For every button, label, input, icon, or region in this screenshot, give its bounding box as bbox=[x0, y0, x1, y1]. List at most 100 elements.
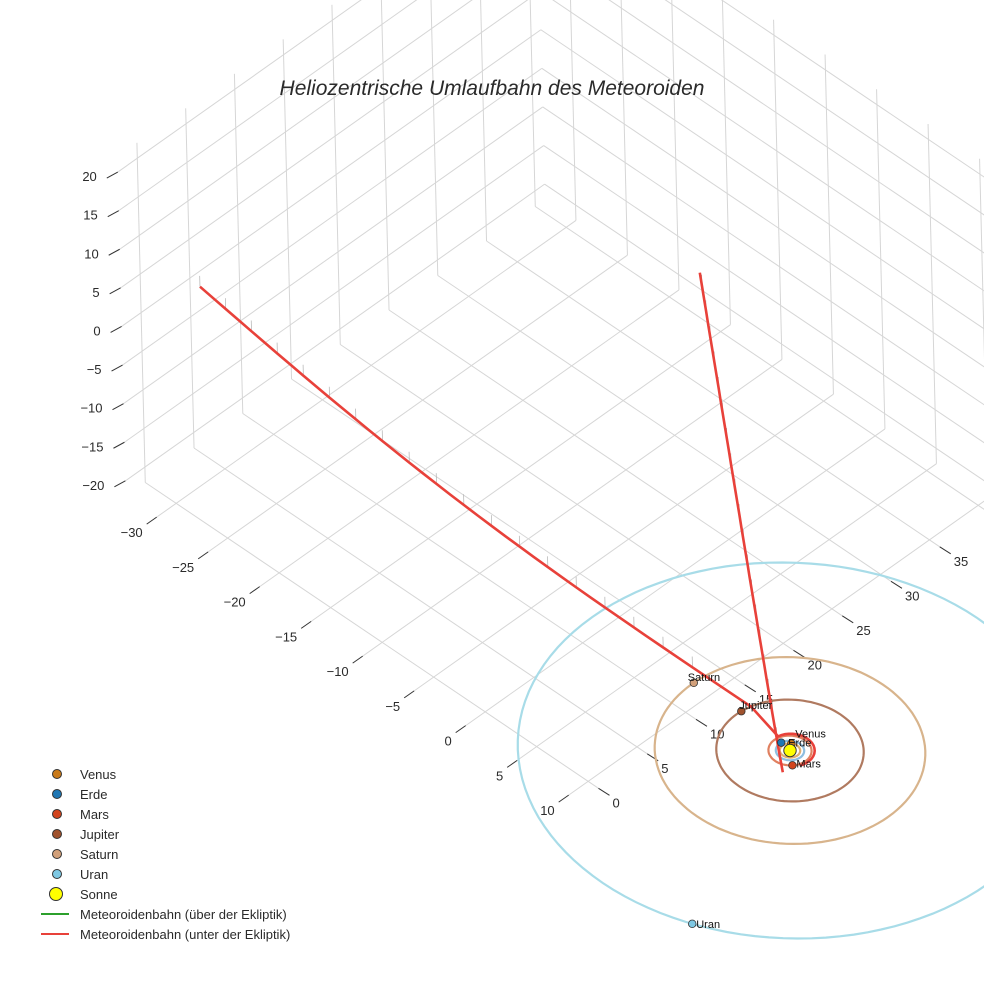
tick-mark bbox=[114, 480, 126, 488]
legend-item[interactable]: Meteoroidenbahn (über der Ekliptik) bbox=[38, 904, 290, 924]
tick-mark bbox=[793, 649, 805, 658]
legend-label: Erde bbox=[80, 786, 108, 802]
legend-item[interactable]: Sonne bbox=[38, 884, 290, 904]
legend-item[interactable]: Venus bbox=[38, 764, 290, 784]
legend-dot-swatch bbox=[49, 887, 63, 901]
legend-item[interactable]: Jupiter bbox=[38, 824, 290, 844]
z-tick-label: 20 bbox=[82, 169, 96, 184]
z-tick-label: 15 bbox=[83, 208, 97, 223]
legend-item[interactable]: Erde bbox=[38, 784, 290, 804]
z-tick-label: 0 bbox=[93, 323, 100, 338]
grid-line bbox=[541, 67, 984, 368]
legend-item[interactable]: Saturn bbox=[38, 844, 290, 864]
planet-label-mars: Mars bbox=[796, 758, 821, 770]
z-tick-label: 10 bbox=[84, 246, 98, 261]
grid-line bbox=[671, 0, 680, 290]
grid-line bbox=[124, 145, 544, 443]
grid-panes bbox=[117, 0, 984, 796]
z-tick-label: 5 bbox=[92, 285, 99, 300]
grid-line bbox=[620, 0, 628, 256]
grid-line bbox=[123, 106, 544, 405]
grid-line bbox=[542, 106, 984, 406]
grid-line bbox=[413, 393, 834, 692]
y-tick-label: 35 bbox=[954, 554, 968, 569]
legend-label: Meteoroidenbahn (unter der Ekliptik) bbox=[80, 926, 291, 942]
grid-line bbox=[340, 344, 794, 651]
legend-dot-swatch bbox=[52, 809, 62, 819]
tick-mark bbox=[352, 655, 363, 664]
tick-mark bbox=[109, 287, 121, 295]
planet-erde bbox=[776, 738, 786, 747]
tick-mark bbox=[112, 403, 124, 411]
grid-line bbox=[291, 378, 746, 686]
grid-line bbox=[242, 413, 697, 720]
tick-mark bbox=[197, 551, 209, 560]
grid-line bbox=[608, 0, 984, 254]
legend-line-swatch bbox=[41, 933, 69, 935]
tick-mark bbox=[106, 171, 119, 179]
legend-symbol bbox=[38, 904, 74, 924]
tick-mark bbox=[249, 586, 260, 595]
tick-mark bbox=[558, 794, 569, 803]
grid-line bbox=[543, 145, 984, 444]
z-tick-label: −20 bbox=[82, 478, 104, 493]
grid-line bbox=[117, 0, 362, 173]
z-tick-label: −15 bbox=[81, 439, 103, 454]
legend-symbol bbox=[38, 764, 74, 784]
grid-line bbox=[193, 447, 648, 755]
grid-line bbox=[207, 254, 628, 553]
grid-line bbox=[568, 500, 984, 796]
grid-line bbox=[529, 0, 536, 207]
x-tick-label: 10 bbox=[540, 803, 554, 818]
legend-item[interactable]: Uran bbox=[38, 864, 290, 884]
x-tick-label: −5 bbox=[385, 699, 400, 714]
meteoroid-trajectory bbox=[199, 272, 817, 773]
legend-label: Mars bbox=[80, 806, 109, 822]
tick-mark bbox=[111, 364, 123, 372]
grid-line bbox=[721, 0, 731, 325]
legend-dot-swatch bbox=[52, 869, 62, 879]
grid-line bbox=[516, 463, 937, 761]
tick-mark bbox=[598, 787, 610, 796]
legend-dot-swatch bbox=[52, 849, 62, 859]
grid-line bbox=[145, 482, 599, 789]
tick-mark bbox=[744, 684, 756, 693]
tick-mark bbox=[300, 620, 312, 629]
chart-title: Heliozentrische Umlaufbahn des Meteoroid… bbox=[280, 77, 705, 100]
planet-label-saturn: Saturn bbox=[688, 672, 720, 684]
tick-mark bbox=[146, 516, 157, 525]
grid-line bbox=[664, 0, 984, 216]
legend-symbol bbox=[38, 884, 74, 904]
legend-item[interactable]: Meteoroidenbahn (unter der Ekliptik) bbox=[38, 924, 290, 944]
legend-line-swatch bbox=[41, 913, 69, 915]
meteoroid-path-inbound bbox=[199, 285, 817, 767]
legend-item[interactable]: Mars bbox=[38, 804, 290, 824]
x-tick-label: 5 bbox=[496, 768, 503, 783]
orbit-mars bbox=[767, 734, 813, 767]
planet-jupiter bbox=[737, 707, 746, 716]
tick-mark bbox=[403, 690, 415, 699]
grid-line bbox=[552, 0, 984, 292]
grid-line bbox=[570, 0, 577, 221]
legend-symbol bbox=[38, 824, 74, 844]
grid-line bbox=[388, 309, 843, 617]
grid-line bbox=[118, 0, 418, 212]
grid-line bbox=[310, 324, 731, 622]
legend-dot-swatch bbox=[52, 789, 62, 799]
legend-symbol bbox=[38, 844, 74, 864]
planet-label-uran: Uran bbox=[696, 919, 720, 931]
y-tick-label: 5 bbox=[661, 761, 668, 776]
grid-line bbox=[535, 206, 984, 510]
grid-line bbox=[121, 29, 542, 327]
grid-line bbox=[259, 289, 680, 588]
grid-line bbox=[544, 183, 984, 482]
legend: Venus Erde Mars Jupiter Saturn Uran Sonne Meteo… bbox=[38, 764, 290, 944]
y-tick-label: 25 bbox=[856, 623, 870, 638]
x-tick-label: −25 bbox=[172, 560, 194, 575]
legend-label: Venus bbox=[80, 766, 117, 782]
planet-label-jupiter: Jupiter bbox=[739, 700, 772, 712]
legend-symbol bbox=[38, 784, 74, 804]
legend-symbol bbox=[38, 804, 74, 824]
x-tick-label: −30 bbox=[121, 525, 143, 540]
